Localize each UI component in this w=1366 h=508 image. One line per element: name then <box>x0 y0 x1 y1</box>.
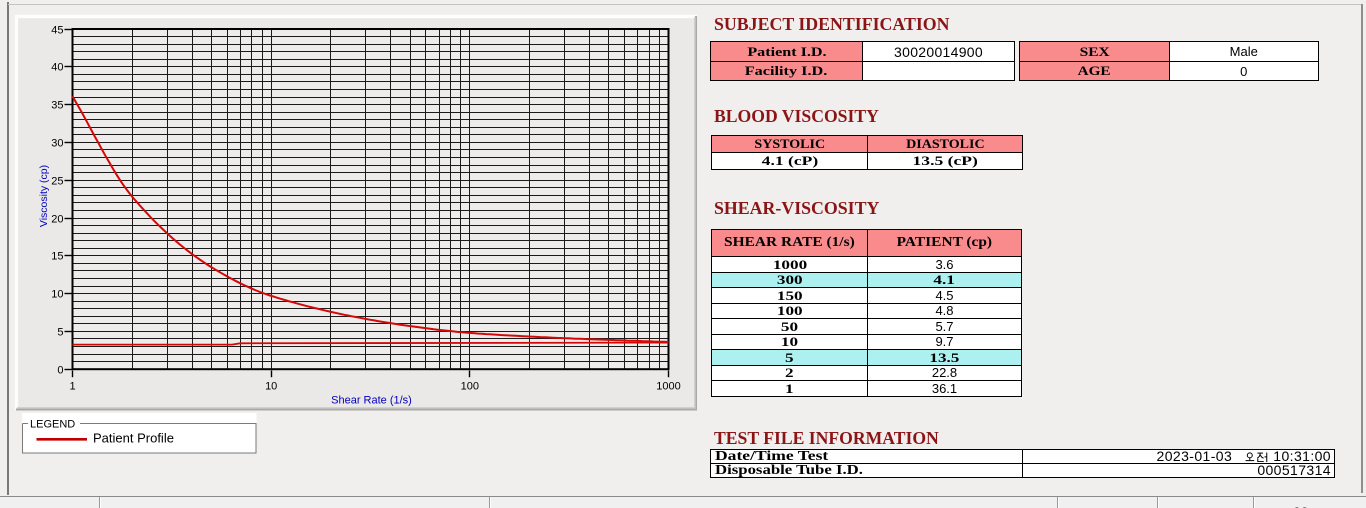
svg-text:Shear Rate (1/s): Shear Rate (1/s) <box>331 395 412 407</box>
svg-text:10: 10 <box>265 381 277 393</box>
svg-text:LEGEND: LEGEND <box>30 419 75 431</box>
svg-text:Patient Profile: Patient Profile <box>93 431 174 446</box>
svg-text:30: 30 <box>51 137 63 149</box>
svg-text:40: 40 <box>51 61 63 73</box>
svg-text:10: 10 <box>51 288 63 300</box>
svg-text:100: 100 <box>461 381 479 393</box>
svg-text:5: 5 <box>57 326 63 338</box>
svg-text:35: 35 <box>51 99 63 111</box>
svg-text:0: 0 <box>57 364 63 376</box>
svg-text:45: 45 <box>51 24 63 36</box>
svg-text:1000: 1000 <box>656 381 680 393</box>
svg-text:Viscosity (cp): Viscosity (cp) <box>38 165 50 227</box>
svg-text:15: 15 <box>51 250 63 262</box>
svg-text:25: 25 <box>51 175 63 187</box>
svg-text:1: 1 <box>69 381 75 393</box>
svg-text:20: 20 <box>51 213 63 225</box>
